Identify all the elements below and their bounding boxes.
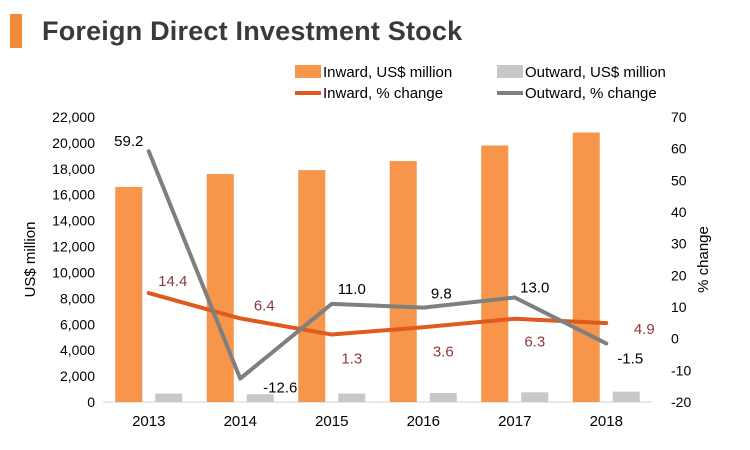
inward-change-label: 14.4: [158, 273, 187, 290]
y-right-tick-label: 20: [671, 267, 687, 283]
y-right-tick-label: 30: [671, 236, 687, 252]
legend-outward-line-text: Outward, % change: [525, 85, 657, 102]
y-right-tick-label: 50: [671, 172, 687, 188]
y-left-axis-title: US$ million: [22, 222, 39, 298]
inward-change-label: 3.6: [433, 343, 454, 360]
y-left-tick-label: 2,000: [60, 368, 95, 384]
x-tick-label: 2017: [498, 413, 531, 430]
title-accent-bar: [10, 14, 22, 48]
outward-bar: [521, 392, 549, 402]
legend-inward-line-text: Inward, % change: [323, 85, 443, 102]
inward-bar: [481, 145, 509, 402]
x-tick-label: 2015: [315, 413, 348, 430]
outward-bar: [429, 392, 457, 402]
y-left-tick-label: 18,000: [52, 161, 95, 177]
inward-change-label: 6.3: [524, 334, 545, 351]
outward-change-label: 11.0: [338, 281, 366, 298]
x-tick-label: 2013: [132, 413, 165, 430]
y-right-tick-label: 10: [671, 299, 687, 315]
y-left-tick-label: 20,000: [52, 135, 95, 151]
legend-outward-bar-text: Outward, US$ million: [525, 64, 666, 81]
x-tick-label: 2014: [224, 413, 257, 430]
y-right-tick-label: 70: [671, 109, 687, 125]
y-left-tick-label: 6,000: [60, 316, 95, 332]
inward-bar: [206, 174, 234, 402]
inward-change-line: [146, 291, 609, 337]
inward-bar: [115, 186, 143, 402]
outward-change-label: -1.5: [617, 350, 643, 367]
inward-change-label: 1.3: [341, 351, 362, 368]
y-left-tick-label: 16,000: [52, 187, 95, 203]
y-left-tick-label: 4,000: [60, 342, 95, 358]
legend-inward-bar-text: Inward, US$ million: [323, 64, 452, 81]
outward-change-line: [146, 149, 609, 381]
page-title: Foreign Direct Investment Stock: [42, 16, 463, 46]
inward-bar: [389, 161, 417, 402]
outward-change-label: 59.2: [114, 133, 143, 150]
legend-outward-bar-swatch: [497, 65, 523, 78]
y-right-tick-label: -20: [671, 394, 691, 410]
outward-bar: [246, 394, 274, 402]
inward-bar: [572, 132, 600, 402]
y-right-tick-label: 0: [671, 331, 679, 347]
outward-change-label: -12.6: [263, 380, 297, 397]
y-left-tick-label: 10,000: [52, 264, 95, 280]
inward-bar: [298, 170, 326, 402]
y-left-tick-label: 14,000: [52, 213, 95, 229]
y-left-tick-label: 22,000: [52, 109, 95, 125]
legend-inward-bar-swatch: [295, 65, 321, 78]
y-right-tick-label: 40: [671, 204, 687, 220]
x-tick-label: 2016: [407, 413, 440, 430]
y-left-tick-label: 0: [87, 394, 95, 410]
outward-bar: [155, 393, 183, 402]
inward-change-label: 4.9: [634, 321, 655, 338]
x-tick-label: 2018: [590, 413, 623, 430]
y-left-tick-label: 8,000: [60, 290, 95, 306]
y-right-axis-title: % change: [695, 226, 712, 293]
outward-change-label: 13.0: [520, 280, 549, 297]
outward-change-label: 9.8: [431, 286, 452, 303]
inward-change-label: 6.4: [254, 297, 275, 314]
y-right-tick-label: 60: [671, 141, 687, 157]
outward-bar: [612, 391, 640, 402]
y-left-tick-label: 12,000: [52, 239, 95, 255]
y-right-tick-label: -10: [671, 362, 691, 378]
outward-bar: [338, 393, 366, 402]
